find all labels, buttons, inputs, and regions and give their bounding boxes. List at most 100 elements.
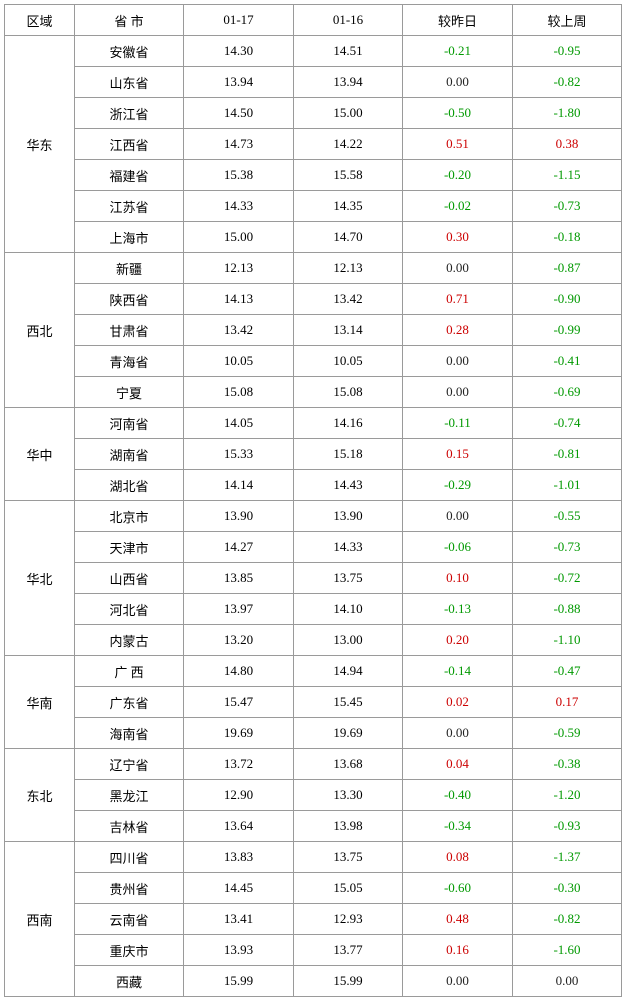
province-cell: 福建省 [75,160,184,191]
delta-yesterday: -0.20 [403,160,513,191]
delta-yesterday: 0.00 [403,346,513,377]
col-header-region: 区域 [5,5,75,36]
table-row: 上海市15.0014.700.30-0.18 [5,222,622,253]
delta-lastweek: -0.72 [513,563,622,594]
col-header-province: 省 市 [75,5,184,36]
region-cell: 西北 [5,253,75,408]
table-row: 陕西省14.1313.420.71-0.90 [5,284,622,315]
province-cell: 北京市 [75,501,184,532]
province-cell: 内蒙古 [75,625,184,656]
province-cell: 湖南省 [75,439,184,470]
value-date1: 13.85 [184,563,294,594]
delta-yesterday: 0.00 [403,718,513,749]
delta-lastweek: -1.10 [513,625,622,656]
delta-yesterday: -0.02 [403,191,513,222]
delta-yesterday: 0.00 [403,253,513,284]
value-date2: 15.08 [294,377,403,408]
province-cell: 陕西省 [75,284,184,315]
value-date1: 10.05 [184,346,294,377]
value-date2: 10.05 [294,346,403,377]
delta-lastweek: -0.93 [513,811,622,842]
value-date2: 13.30 [294,780,403,811]
delta-yesterday: 0.02 [403,687,513,718]
table-row: 浙江省14.5015.00-0.50-1.80 [5,98,622,129]
delta-lastweek: -0.30 [513,873,622,904]
delta-lastweek: -0.82 [513,904,622,935]
province-cell: 江西省 [75,129,184,160]
table-row: 吉林省13.6413.98-0.34-0.93 [5,811,622,842]
table-row: 甘肃省13.4213.140.28-0.99 [5,315,622,346]
col-header-date2: 01-16 [294,5,403,36]
table-row: 宁夏15.0815.080.00-0.69 [5,377,622,408]
delta-yesterday: 0.20 [403,625,513,656]
value-date2: 15.99 [294,966,403,997]
delta-lastweek: -0.69 [513,377,622,408]
delta-lastweek: -0.38 [513,749,622,780]
province-cell: 浙江省 [75,98,184,129]
delta-yesterday: -0.13 [403,594,513,625]
delta-yesterday: 0.48 [403,904,513,935]
value-date2: 14.22 [294,129,403,160]
province-cell: 山西省 [75,563,184,594]
table-row: 江西省14.7314.220.510.38 [5,129,622,160]
delta-lastweek: -0.90 [513,284,622,315]
value-date1: 14.14 [184,470,294,501]
value-date2: 13.14 [294,315,403,346]
province-cell: 甘肃省 [75,315,184,346]
table-row: 江苏省14.3314.35-0.02-0.73 [5,191,622,222]
value-date2: 14.33 [294,532,403,563]
province-cell: 上海市 [75,222,184,253]
delta-lastweek: -0.73 [513,191,622,222]
value-date1: 12.90 [184,780,294,811]
table-row: 内蒙古13.2013.000.20-1.10 [5,625,622,656]
value-date1: 14.05 [184,408,294,439]
province-cell: 黑龙江 [75,780,184,811]
province-cell: 重庆市 [75,935,184,966]
delta-yesterday: 0.10 [403,563,513,594]
value-date1: 13.20 [184,625,294,656]
delta-yesterday: 0.00 [403,377,513,408]
delta-yesterday: -0.40 [403,780,513,811]
delta-yesterday: 0.15 [403,439,513,470]
region-cell: 华北 [5,501,75,656]
province-cell: 云南省 [75,904,184,935]
province-cell: 吉林省 [75,811,184,842]
value-date1: 14.30 [184,36,294,67]
table-row: 福建省15.3815.58-0.20-1.15 [5,160,622,191]
province-cell: 西藏 [75,966,184,997]
value-date1: 13.42 [184,315,294,346]
value-date1: 15.38 [184,160,294,191]
value-date2: 13.42 [294,284,403,315]
province-cell: 广东省 [75,687,184,718]
delta-lastweek: -0.18 [513,222,622,253]
value-date1: 14.27 [184,532,294,563]
delta-lastweek: -1.15 [513,160,622,191]
delta-lastweek: -1.80 [513,98,622,129]
province-cell: 河北省 [75,594,184,625]
delta-yesterday: 0.16 [403,935,513,966]
province-cell: 广 西 [75,656,184,687]
value-date2: 14.16 [294,408,403,439]
value-date2: 13.98 [294,811,403,842]
value-date1: 14.45 [184,873,294,904]
value-date1: 15.33 [184,439,294,470]
value-date1: 15.08 [184,377,294,408]
value-date2: 15.00 [294,98,403,129]
region-cell: 华东 [5,36,75,253]
delta-yesterday: -0.50 [403,98,513,129]
table-row: 西南四川省13.8313.750.08-1.37 [5,842,622,873]
value-date2: 13.68 [294,749,403,780]
value-date2: 14.10 [294,594,403,625]
delta-yesterday: -0.29 [403,470,513,501]
col-header-vs-lastweek: 较上周 [513,5,622,36]
delta-yesterday: -0.21 [403,36,513,67]
region-cell: 东北 [5,749,75,842]
delta-lastweek: -0.82 [513,67,622,98]
delta-yesterday: 0.04 [403,749,513,780]
delta-lastweek: -1.60 [513,935,622,966]
value-date1: 14.13 [184,284,294,315]
region-cell: 华南 [5,656,75,749]
table-row: 华东安徽省14.3014.51-0.21-0.95 [5,36,622,67]
value-date2: 15.05 [294,873,403,904]
province-cell: 湖北省 [75,470,184,501]
